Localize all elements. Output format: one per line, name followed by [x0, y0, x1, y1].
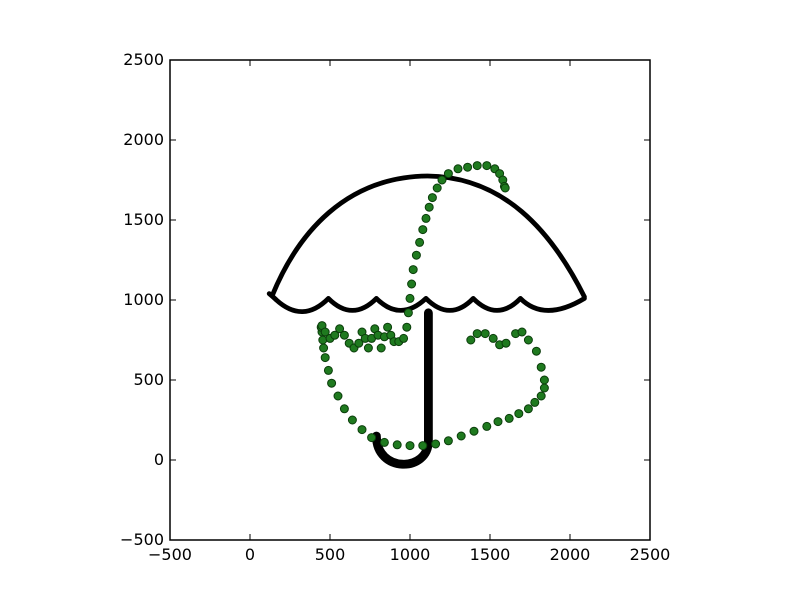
scatter-point	[432, 183, 442, 193]
scatter-point	[501, 338, 511, 348]
scatter-point	[500, 183, 510, 193]
y-tick-label: 2000	[123, 130, 164, 149]
scatter-point	[424, 202, 434, 212]
scatter-point	[418, 441, 428, 451]
scatter-point	[443, 169, 453, 179]
scatter-point	[431, 439, 441, 449]
umbrella-image	[266, 173, 587, 469]
scatter-point	[327, 378, 337, 388]
scatter-point	[453, 164, 463, 174]
x-tick-label: 2500	[630, 545, 671, 564]
y-axis: −500 0 500 1000 1500 2000 2500	[120, 50, 650, 549]
scatter-point	[339, 330, 349, 340]
scatter-point	[472, 161, 482, 171]
scatter-point	[523, 404, 533, 414]
scatter-point	[480, 329, 490, 339]
scatter-point	[405, 293, 415, 303]
x-tick-label: 0	[245, 545, 255, 564]
scatter-point	[531, 346, 541, 356]
scatter-point	[367, 433, 377, 443]
scatter-point	[469, 426, 479, 436]
scatter-point	[357, 425, 367, 435]
scatter-point	[418, 225, 428, 235]
y-tick-label: 500	[133, 370, 164, 389]
scatter-point	[405, 441, 415, 451]
scatter-point	[493, 417, 503, 427]
scatter-point	[482, 161, 492, 171]
scatter-point	[320, 353, 330, 363]
scatter-point	[514, 409, 524, 419]
scatter-point	[318, 335, 328, 345]
scatter-point	[437, 175, 447, 185]
scatter-point	[320, 327, 330, 337]
scatter-point	[399, 333, 409, 343]
scatter-point	[504, 413, 514, 423]
scatter-point	[443, 436, 453, 446]
scatter-series	[316, 161, 549, 451]
scatter-point	[536, 391, 546, 401]
scatter-point	[466, 335, 476, 345]
scatter-point	[392, 440, 402, 450]
scatter-point	[383, 322, 393, 332]
x-tick-label: 500	[315, 545, 346, 564]
scatter-point	[376, 343, 386, 353]
y-tick-label: 1000	[123, 290, 164, 309]
x-tick-label: 1000	[390, 545, 431, 564]
scatter-point	[363, 343, 373, 353]
scatter-point	[472, 329, 482, 339]
x-axis: −500 0 500 1000 1500 2000 2500	[148, 60, 670, 564]
scatter-point	[488, 333, 498, 343]
scatter-point	[319, 343, 329, 353]
scatter-point	[427, 193, 437, 203]
scatter-point	[335, 324, 345, 334]
scatter-point	[333, 391, 343, 401]
x-tick-label: 2000	[550, 545, 591, 564]
scatter-point	[523, 335, 533, 345]
umbrella-handle	[371, 308, 433, 469]
scatter-point	[347, 415, 357, 425]
scatter-point	[379, 437, 389, 447]
scatter-point	[415, 237, 425, 247]
scatter-point	[530, 397, 540, 407]
umbrella-canopy-arc	[269, 173, 587, 300]
scatter-point	[330, 330, 340, 340]
scatter-point	[421, 213, 431, 223]
scatter-point	[408, 265, 418, 275]
scatter-point	[482, 421, 492, 431]
scatter-point	[539, 383, 549, 393]
umbrella-scalloped-edge	[266, 291, 587, 314]
scatter-point	[539, 375, 549, 385]
y-tick-label: −500	[120, 530, 164, 549]
scatter-point	[402, 322, 412, 332]
scatter-point	[339, 404, 349, 414]
scatter-point	[463, 162, 473, 172]
y-tick-label: 1500	[123, 210, 164, 229]
scatter-point	[354, 338, 364, 348]
scatter-point	[536, 362, 546, 372]
scatter-point	[411, 250, 421, 260]
x-tick-label: 1500	[470, 545, 511, 564]
y-tick-label: 0	[154, 450, 164, 469]
scatter-point	[407, 279, 417, 289]
x-tick-label: −500	[148, 545, 192, 564]
scatter-point	[517, 327, 527, 337]
scatter-point	[403, 308, 413, 318]
scatter-point	[456, 431, 466, 441]
scatter-point	[323, 365, 333, 375]
y-tick-label: 2500	[123, 50, 164, 69]
